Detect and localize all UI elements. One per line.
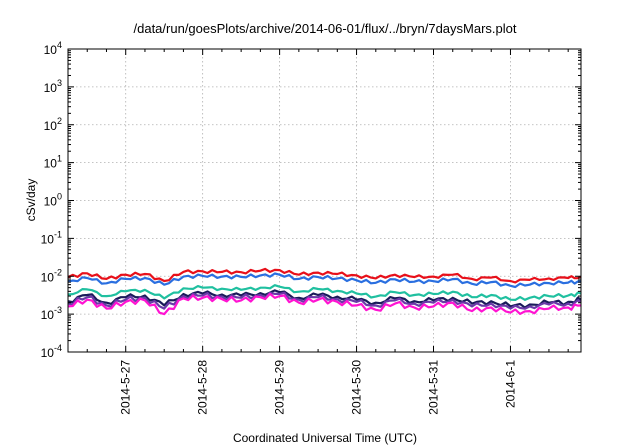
- series-line: [67, 291, 582, 310]
- y-tick-label: 10-4: [41, 343, 62, 360]
- y-tick-label: 104: [44, 40, 62, 57]
- y-tick-label: 10-1: [41, 229, 62, 246]
- y-tick-label: 101: [44, 154, 62, 171]
- x-tick-label: 2014-5-30: [350, 360, 364, 415]
- x-tick-label: 2014-5-31: [427, 360, 441, 415]
- series-line: [67, 292, 582, 316]
- series-line: [67, 267, 582, 284]
- y-tick-label: 10-3: [41, 305, 62, 322]
- y-tick-label: 103: [44, 78, 62, 95]
- y-tick-label: 102: [44, 116, 62, 133]
- chart-title: /data/run/goesPlots/archive/2014-06-01/f…: [134, 21, 517, 36]
- y-axis: 10-4 10-3 10-2 10-1 100 101 102 103 104: [41, 40, 581, 360]
- x-tick-label: 2014-6-1: [503, 360, 517, 408]
- x-axis: 2014-5-27 2014-5-28 2014-5-29 2014-5-30 2014…: [86, 49, 569, 415]
- x-tick-label: 2014-5-29: [273, 360, 287, 415]
- x-tick-label: 2014-5-28: [196, 360, 210, 415]
- series-line: [67, 272, 582, 289]
- y-tick-label: 10-2: [41, 267, 62, 284]
- y-tick-label: 100: [44, 192, 62, 209]
- series-line: [67, 284, 582, 301]
- x-tick-label: 2014-5-27: [119, 360, 133, 415]
- series-lines: [67, 267, 582, 316]
- y-axis-label: cSv/day: [24, 179, 38, 222]
- x-axis-label: Coordinated Universal Time (UTC): [233, 431, 417, 445]
